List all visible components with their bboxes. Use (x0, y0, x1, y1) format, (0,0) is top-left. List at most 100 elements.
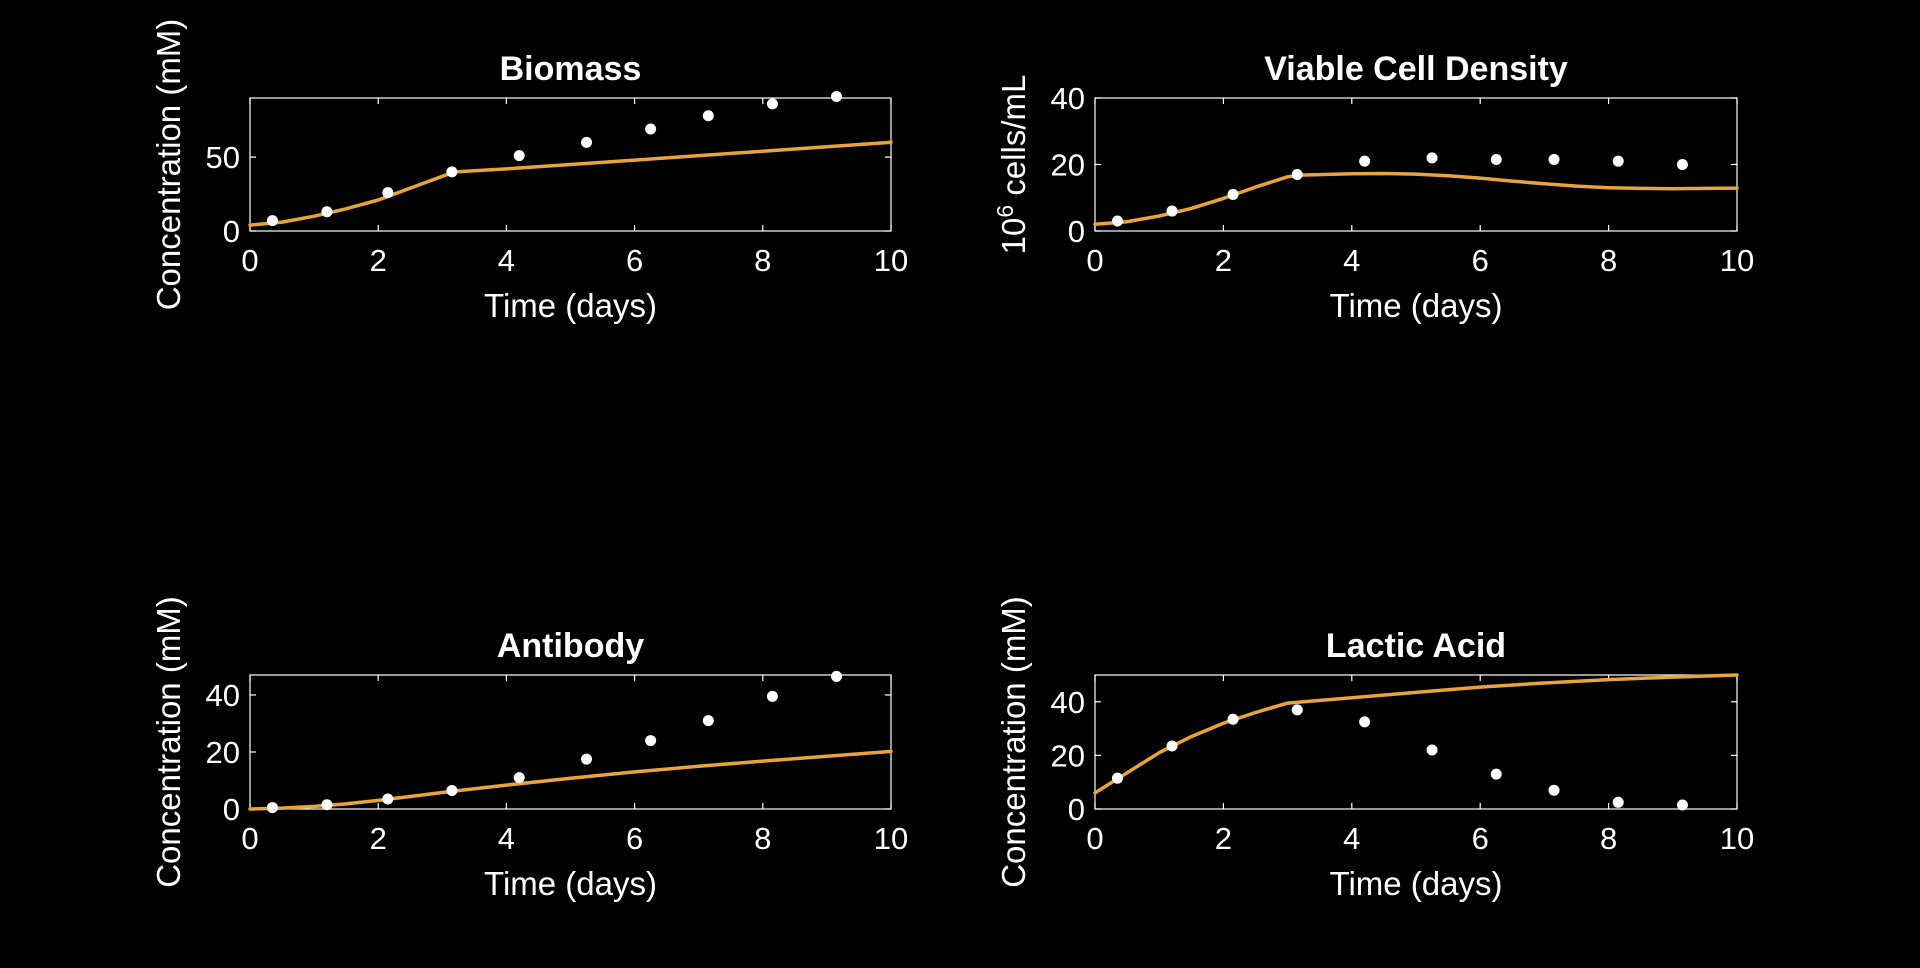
viable-cell-density-xtick-label: 2 (1215, 243, 1232, 278)
lactic-acid-ytick-label: 40 (1051, 685, 1085, 720)
biomass-axes-box (249, 97, 892, 232)
antibody-model-line (248, 749, 893, 811)
biomass-xtick-label: 4 (498, 243, 515, 278)
antibody-data-point (446, 784, 458, 796)
antibody-ytick-label: 40 (206, 678, 240, 713)
antibody-chart: 0 2 4 6 8 10 0 20 40 Antibody Time (days) Concentra… (150, 596, 908, 902)
lactic-acid-data-point (1166, 740, 1178, 752)
viable-cell-density-xtick-label: 6 (1472, 243, 1489, 278)
biomass-chart: 0 2 4 6 8 10 0 50 Biomass Time (days) Concentratio… (150, 19, 908, 324)
viable-cell-density-xtick-label: 10 (1720, 243, 1754, 278)
biomass-data-point (446, 166, 458, 178)
viable-cell-density-xtick-label: 4 (1343, 243, 1360, 278)
lactic-acid-data-point (1548, 784, 1560, 796)
antibody-ylabel: Concentration (mM) (150, 596, 187, 888)
biomass-data-point (831, 91, 843, 103)
biomass-data-point (513, 150, 525, 162)
antibody-title: Antibody (497, 627, 644, 665)
viable-cell-density-data-point (1359, 155, 1371, 167)
antibody-data-point (645, 735, 657, 747)
biomass-ytick-label: 0 (223, 214, 240, 249)
antibody-xtick-label: 8 (754, 821, 771, 856)
viable-cell-density-ytick-label: 0 (1068, 214, 1085, 249)
antibody-xtick-label: 10 (874, 821, 908, 856)
lactic-acid-xtick-label: 8 (1600, 821, 1617, 856)
lactic-acid-xlabel: Time (days) (1330, 865, 1503, 902)
lactic-acid-data-point (1227, 713, 1239, 725)
antibody-xtick-label: 4 (498, 821, 515, 856)
antibody-data-point (702, 715, 714, 727)
lactic-acid-xtick-label: 0 (1086, 821, 1103, 856)
viable-cell-density-data-point (1612, 155, 1624, 167)
viable-cell-density-ytick-label: 20 (1051, 148, 1085, 183)
lactic-acid-data-point (1291, 704, 1303, 716)
biomass-data-point (266, 215, 278, 227)
lactic-acid-ytick-label: 20 (1051, 738, 1085, 773)
biomass-data-point (321, 206, 333, 218)
lactic-acid-ylabel: Concentration (mM) (995, 596, 1032, 888)
antibody-data-point (831, 670, 843, 682)
lactic-acid-ytick-label: 0 (1068, 792, 1085, 827)
biomass-xlabel: Time (days) (484, 287, 657, 324)
viable-cell-density-data-point (1548, 154, 1560, 166)
lactic-acid-axes-box (1094, 674, 1738, 810)
viable-cell-density-xtick-label: 8 (1600, 243, 1617, 278)
viable-cell-density-xlabel: Time (days) (1330, 287, 1503, 324)
viable-cell-density-data-point (1166, 205, 1178, 217)
antibody-data-point (382, 793, 394, 805)
lactic-acid-data-point (1359, 716, 1371, 728)
antibody-ytick-label: 0 (223, 792, 240, 827)
lactic-acid-data-point (1612, 796, 1624, 808)
antibody-xtick-label: 2 (370, 821, 387, 856)
viable-cell-density-ytick-label: 40 (1051, 81, 1085, 116)
viable-cell-density-xtick-label: 0 (1086, 243, 1103, 278)
biomass-model-line (248, 140, 893, 227)
antibody-data-point (766, 690, 778, 702)
viable-cell-density-data-point (1111, 215, 1123, 227)
biomass-ytick-label: 50 (206, 140, 240, 175)
biomass-data-point (382, 187, 394, 199)
viable-cell-density-axes-box (1094, 97, 1738, 232)
lactic-acid-data-point (1490, 768, 1502, 780)
lactic-acid-xtick-label: 10 (1720, 821, 1754, 856)
viable-cell-density-model-line (1093, 171, 1739, 227)
antibody-ytick-label: 20 (206, 735, 240, 770)
lactic-acid-chart: 0 2 4 6 8 10 0 20 40 Lactic Acid Time (days) Concen… (995, 596, 1754, 902)
biomass-xtick-label: 8 (754, 243, 771, 278)
lactic-acid-data-point (1111, 772, 1123, 784)
antibody-data-point (321, 799, 333, 811)
lactic-acid-title: Lactic Acid (1326, 627, 1506, 665)
biomass-xtick-label: 2 (370, 243, 387, 278)
antibody-xtick-label: 0 (241, 821, 258, 856)
biomass-title: Biomass (500, 50, 642, 88)
biomass-data-point (766, 98, 778, 110)
antibody-xtick-label: 6 (626, 821, 643, 856)
viable-cell-density-data-point (1291, 168, 1303, 180)
viable-cell-density-data-point (1227, 188, 1239, 200)
biomass-xtick-label: 6 (626, 243, 643, 278)
antibody-data-point (513, 772, 525, 784)
biomass-xtick-label: 0 (241, 243, 258, 278)
lactic-acid-data-point (1676, 799, 1688, 811)
viable-cell-density-data-point (1676, 159, 1688, 170)
viable-cell-density-data-point (1490, 154, 1502, 166)
viable-cell-density-chart: 0 2 4 6 8 10 0 20 40 Viable Cell Density Time (day… (992, 50, 1754, 324)
biomass-data-point (581, 136, 593, 148)
viable-cell-density-title: Viable Cell Density (1264, 50, 1568, 88)
biomass-data-point (645, 123, 657, 135)
viable-cell-density-ylabel: 106 cells/mL (992, 75, 1032, 255)
antibody-data-point (581, 753, 593, 765)
lactic-acid-data-point (1426, 744, 1438, 756)
biomass-ylabel: Concentration (mM) (150, 19, 187, 311)
biomass-data-point (702, 110, 714, 122)
lactic-acid-xtick-label: 4 (1343, 821, 1360, 856)
antibody-axes-box (249, 674, 892, 810)
lactic-acid-xtick-label: 2 (1215, 821, 1232, 856)
antibody-data-point (266, 802, 278, 814)
antibody-xlabel: Time (days) (484, 865, 657, 902)
lactic-acid-xtick-label: 6 (1472, 821, 1489, 856)
biomass-xtick-label: 10 (874, 243, 908, 278)
viable-cell-density-data-point (1426, 152, 1438, 164)
